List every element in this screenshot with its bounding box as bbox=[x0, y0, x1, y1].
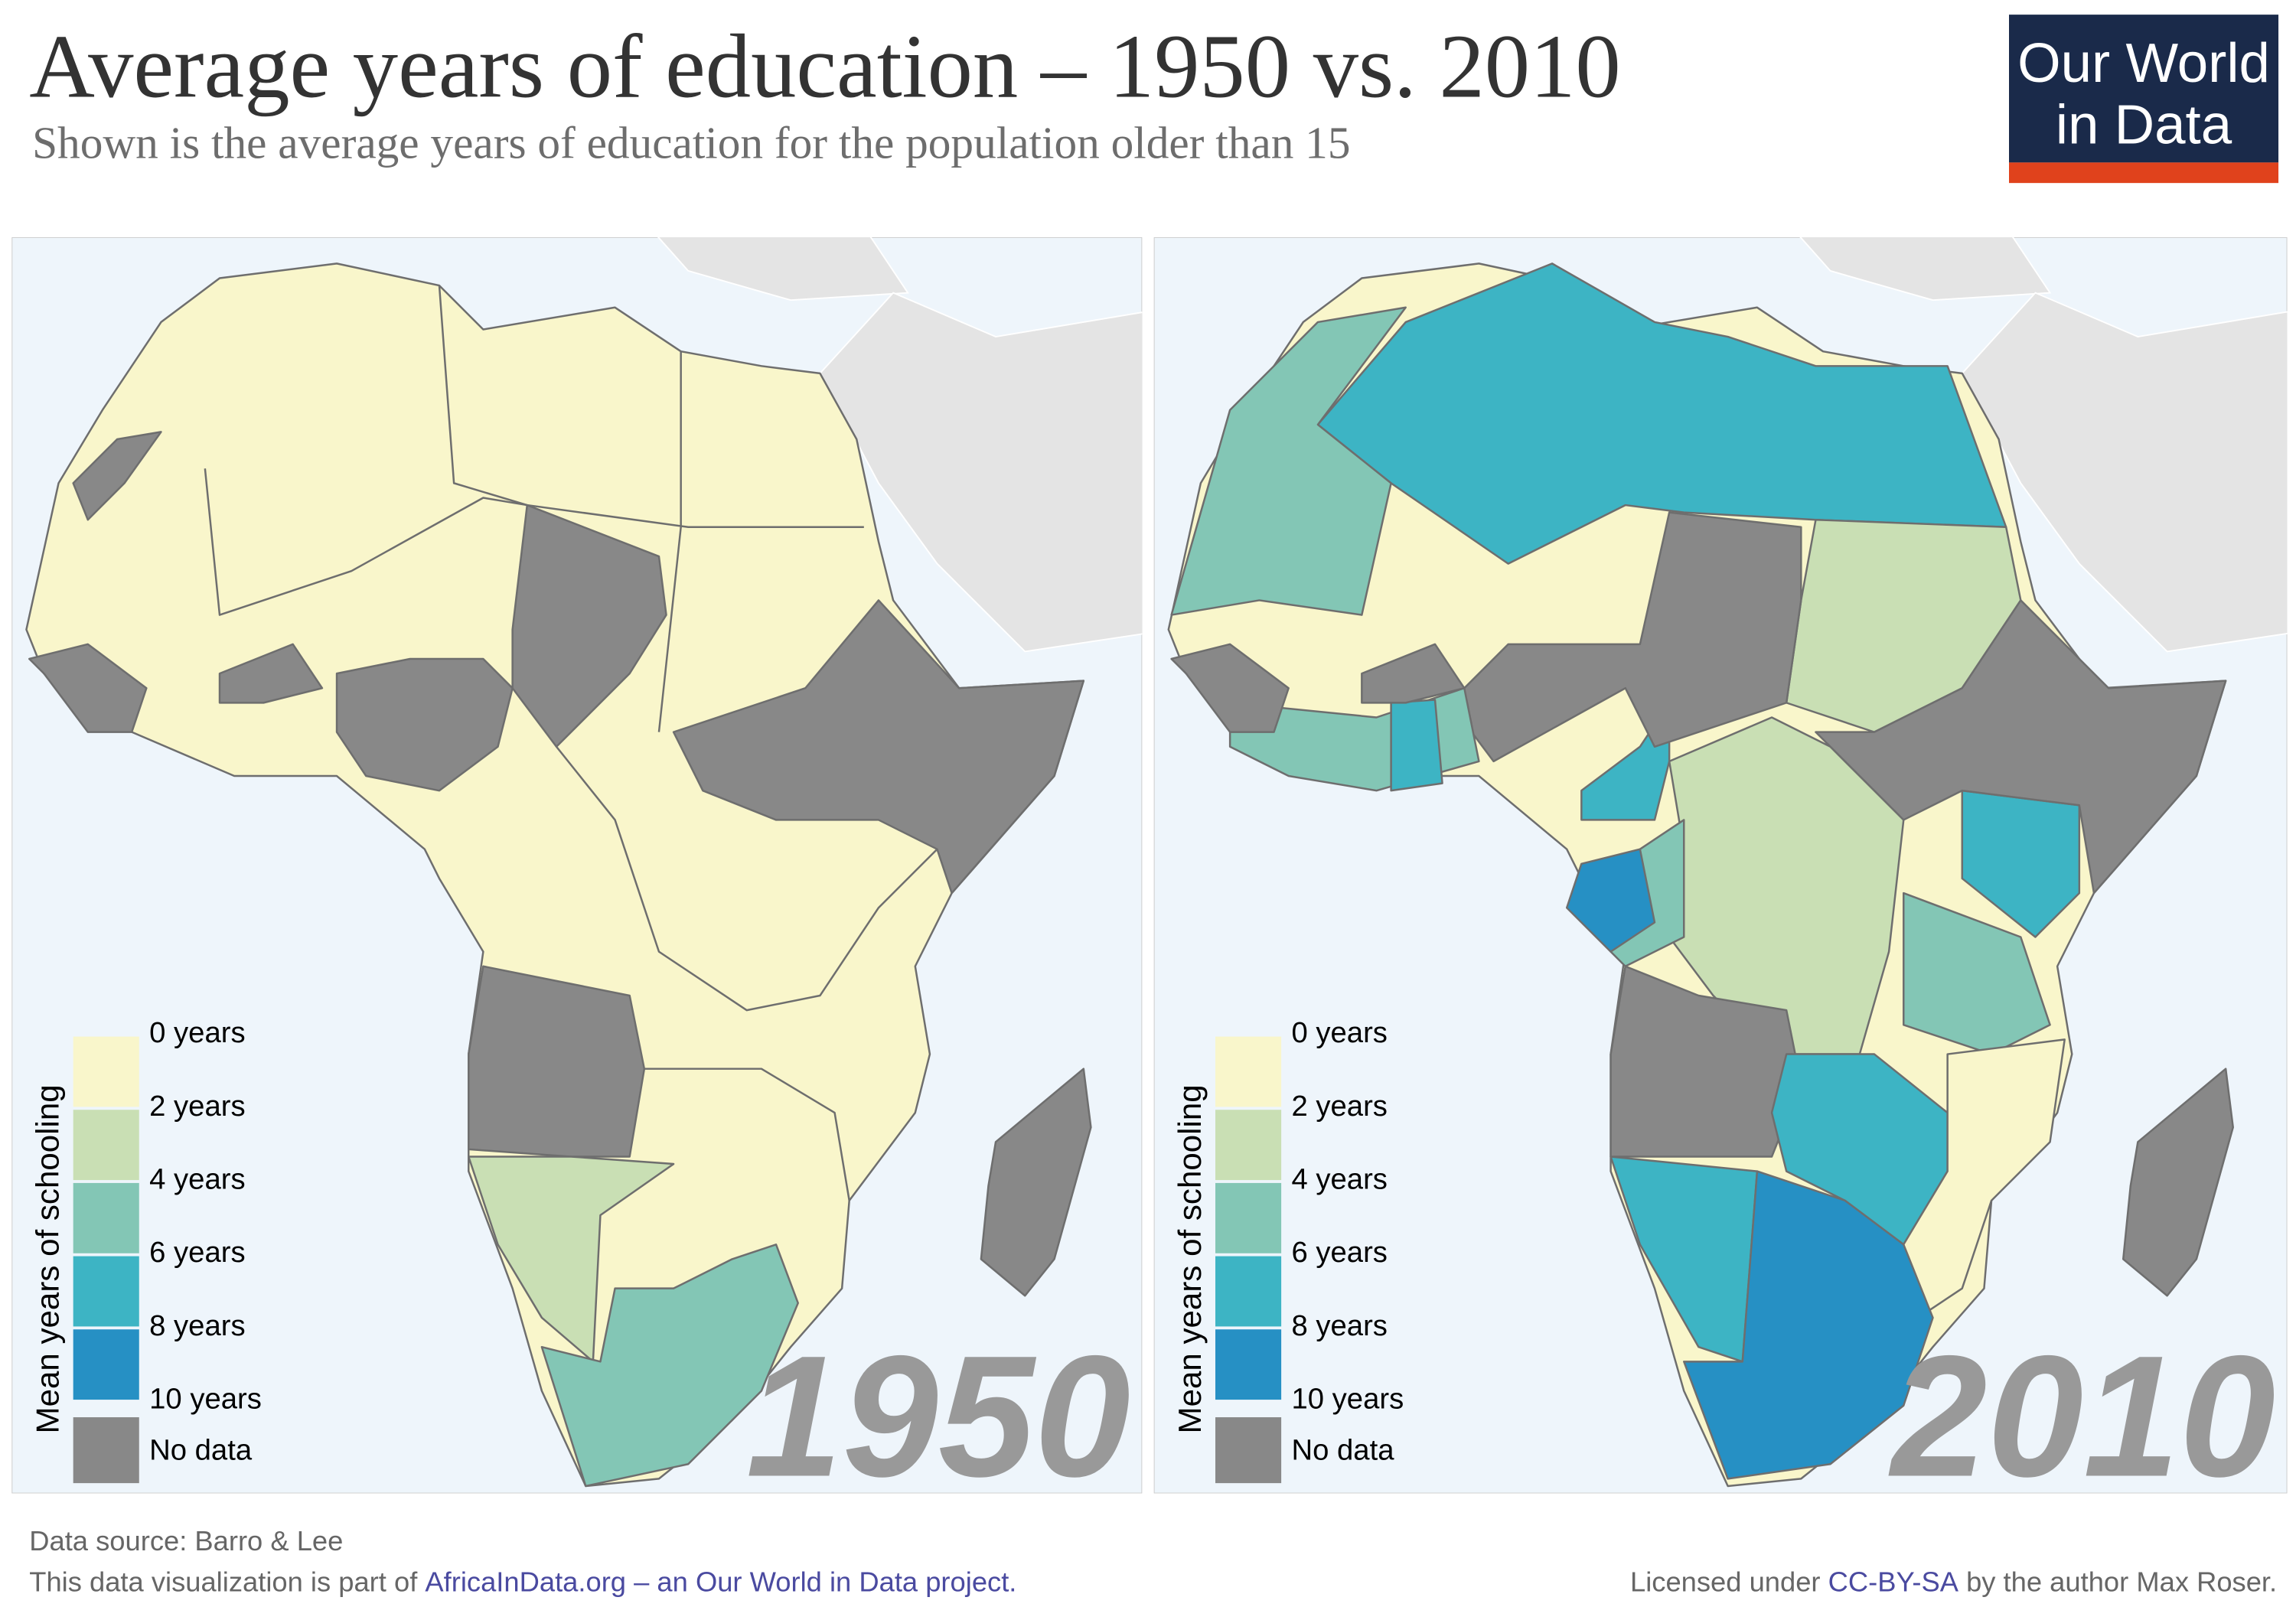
countries bbox=[1170, 262, 2227, 1480]
country bbox=[218, 643, 324, 704]
country bbox=[1609, 1156, 1759, 1363]
footer-note-text: This data visualization is part of bbox=[29, 1566, 418, 1598]
license-prefix: Licensed under bbox=[1630, 1566, 1821, 1598]
country-border bbox=[204, 468, 527, 616]
legend-label: 0 years bbox=[149, 1016, 245, 1049]
legend-swatch bbox=[73, 1182, 139, 1253]
footer-link[interactable]: AfricaInData.org – an Our World in Data … bbox=[425, 1566, 1016, 1598]
footer-license: Licensed under CC-BY-SA by the author Ma… bbox=[1630, 1566, 2277, 1598]
map-year: 1950 bbox=[746, 1320, 1130, 1513]
countries bbox=[28, 285, 1085, 1488]
country bbox=[1683, 1170, 1934, 1480]
country bbox=[1316, 262, 2007, 565]
legend-swatch bbox=[1215, 1329, 1282, 1400]
legend-label: 4 years bbox=[149, 1163, 245, 1196]
legend-swatch bbox=[1215, 1256, 1282, 1327]
legend-swatch bbox=[1215, 1182, 1282, 1253]
logo-bar bbox=[2009, 162, 2279, 184]
legend-title: Mean years of schooling bbox=[1172, 1084, 1208, 1433]
license-link[interactable]: CC-BY-SA bbox=[1828, 1566, 1959, 1598]
country bbox=[1565, 848, 1656, 953]
footer-note: This data visualization is part of Afric… bbox=[29, 1566, 1016, 1598]
legend-label: 6 years bbox=[149, 1236, 245, 1269]
country bbox=[1580, 702, 1671, 821]
legend-label: 6 years bbox=[1291, 1236, 1387, 1269]
legend-label: 8 years bbox=[149, 1309, 245, 1342]
country bbox=[1903, 892, 2051, 1055]
map-1950: 1950 bbox=[11, 236, 1143, 1513]
legend-swatch bbox=[73, 1036, 139, 1107]
country-border bbox=[556, 745, 938, 1012]
subtitle: Shown is the average years of education … bbox=[32, 118, 1350, 168]
country bbox=[468, 1156, 675, 1363]
country bbox=[1609, 965, 1802, 1158]
legend-swatch bbox=[1215, 1036, 1282, 1107]
country-border bbox=[644, 1068, 850, 1201]
legend-label: 2 years bbox=[149, 1090, 245, 1123]
legend-label: 2 years bbox=[1291, 1090, 1387, 1123]
country bbox=[72, 431, 162, 521]
legend-title: Mean years of schooling bbox=[30, 1084, 66, 1433]
country bbox=[1361, 643, 1466, 704]
country bbox=[672, 599, 1085, 895]
logo: Our World in Data bbox=[2009, 15, 2279, 184]
country bbox=[511, 504, 667, 748]
country-border bbox=[657, 351, 682, 732]
legend-swatch bbox=[1215, 1417, 1282, 1484]
country-border bbox=[438, 285, 864, 529]
license-suffix: by the author Max Roser. bbox=[1966, 1566, 2277, 1598]
map-year: 2010 bbox=[1888, 1320, 2275, 1513]
legend: Mean years of schooling 0 years 2 years 4 y… bbox=[30, 1016, 262, 1484]
legend-swatch bbox=[73, 1110, 139, 1181]
country bbox=[335, 657, 514, 792]
country bbox=[1170, 306, 1407, 616]
country bbox=[1815, 599, 2227, 895]
legend-swatch bbox=[73, 1417, 139, 1484]
title: Average years of education – 1950 vs. 20… bbox=[29, 15, 1620, 116]
logo-text: Our World bbox=[2017, 32, 2270, 94]
map-2010: 2010 bbox=[1153, 236, 2288, 1513]
country bbox=[1448, 511, 1802, 763]
legend-label: 4 years bbox=[1291, 1163, 1387, 1196]
legend-label: 10 years bbox=[1291, 1383, 1404, 1416]
legend-label: 8 years bbox=[1291, 1309, 1387, 1342]
country bbox=[1170, 643, 1290, 733]
legend-swatch bbox=[73, 1256, 139, 1327]
country bbox=[1903, 1038, 2066, 1319]
country bbox=[540, 1244, 799, 1488]
country bbox=[1390, 699, 1443, 792]
country bbox=[28, 643, 148, 733]
legend-label: 10 years bbox=[149, 1383, 262, 1416]
legend-swatch bbox=[73, 1329, 139, 1400]
legend-label: No data bbox=[149, 1434, 253, 1467]
legends: Mean years of schooling 0 years 2 years 4 y… bbox=[30, 1016, 1404, 1484]
legend: Mean years of schooling 0 years 2 years 4 y… bbox=[1172, 1016, 1404, 1484]
legend-label: No data bbox=[1291, 1434, 1394, 1467]
logo-text: in Data bbox=[2056, 94, 2232, 156]
legend-label: 0 years bbox=[1291, 1016, 1387, 1049]
country bbox=[468, 965, 646, 1158]
footer-source: Data source: Barro & Lee bbox=[29, 1525, 343, 1556]
legend-swatch bbox=[1215, 1110, 1282, 1181]
logo-box bbox=[2009, 15, 2279, 163]
